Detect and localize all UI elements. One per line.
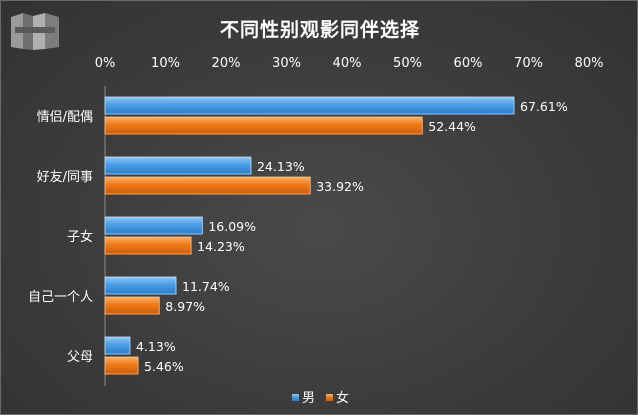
data-label: 4.13% <box>136 339 176 354</box>
bar-male <box>104 156 252 175</box>
x-tick-label: 70% <box>514 56 543 71</box>
x-tick-label: 20% <box>212 56 241 71</box>
logo-icon <box>11 13 59 50</box>
bar-female <box>104 116 423 135</box>
x-tick-label: 10% <box>151 56 180 71</box>
x-tick-label: 50% <box>393 56 422 71</box>
bar-male <box>104 216 203 235</box>
data-label: 5.46% <box>144 359 184 374</box>
x-axis: 0% 10% 20% 30% 40% 50% 60% 70% 80% <box>95 56 604 71</box>
category-label: 自己一个人 <box>28 290 93 305</box>
chart-title: 不同性别观影同伴选择 <box>219 19 420 41</box>
data-label: 11.74% <box>182 279 230 294</box>
data-label: 52.44% <box>428 119 476 134</box>
data-label: 67.61% <box>520 99 568 114</box>
bar-male <box>104 96 515 115</box>
category-label: 父母 <box>67 350 93 365</box>
legend-swatch-female <box>326 394 333 401</box>
legend-label: 男 <box>302 391 315 406</box>
x-tick-label: 30% <box>272 56 301 71</box>
legend-swatch-male <box>292 394 299 401</box>
bars: 67.61% 52.44% 24.13% 33.92% 16.09% 14.23% 11.7… <box>104 96 568 375</box>
x-tick-label: 60% <box>454 56 483 71</box>
bar-male <box>104 276 177 295</box>
x-tick-label: 0% <box>95 56 116 71</box>
data-label: 16.09% <box>208 219 256 234</box>
x-tick-label: 40% <box>333 56 362 71</box>
bar-female <box>104 296 160 315</box>
legend-label: 女 <box>336 390 349 406</box>
data-label: 14.23% <box>197 239 245 254</box>
category-label: 子女 <box>67 229 93 245</box>
bar-female <box>104 176 311 195</box>
category-label: 情侣/配偶 <box>37 110 93 125</box>
data-label: 24.13% <box>257 159 305 174</box>
data-label: 33.92% <box>316 179 364 194</box>
category-label: 好友/同事 <box>37 169 93 185</box>
x-tick-label: 80% <box>575 56 604 71</box>
legend: 男女 <box>292 390 349 406</box>
bar-male <box>104 336 131 355</box>
bar-female <box>104 236 192 255</box>
data-label: 8.97% <box>165 299 205 314</box>
bar-female <box>104 356 139 375</box>
